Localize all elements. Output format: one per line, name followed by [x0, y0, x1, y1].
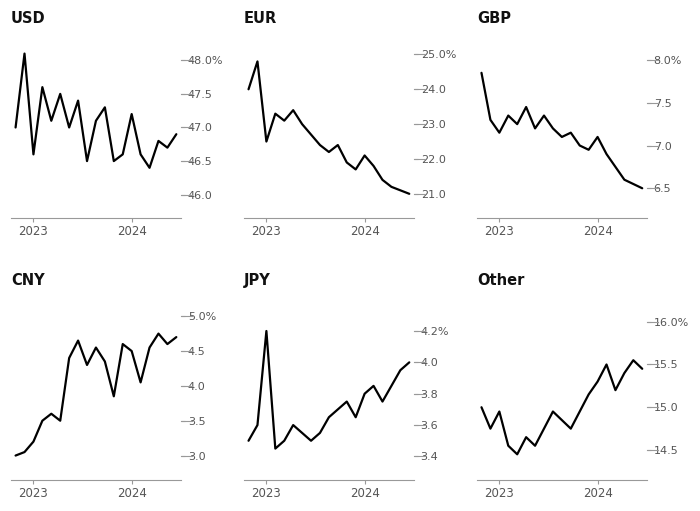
Text: CNY: CNY	[11, 273, 45, 288]
Text: EUR: EUR	[244, 11, 277, 26]
Text: GBP: GBP	[477, 11, 511, 26]
Text: USD: USD	[11, 11, 46, 26]
Text: Other: Other	[477, 273, 524, 288]
Text: JPY: JPY	[244, 273, 271, 288]
